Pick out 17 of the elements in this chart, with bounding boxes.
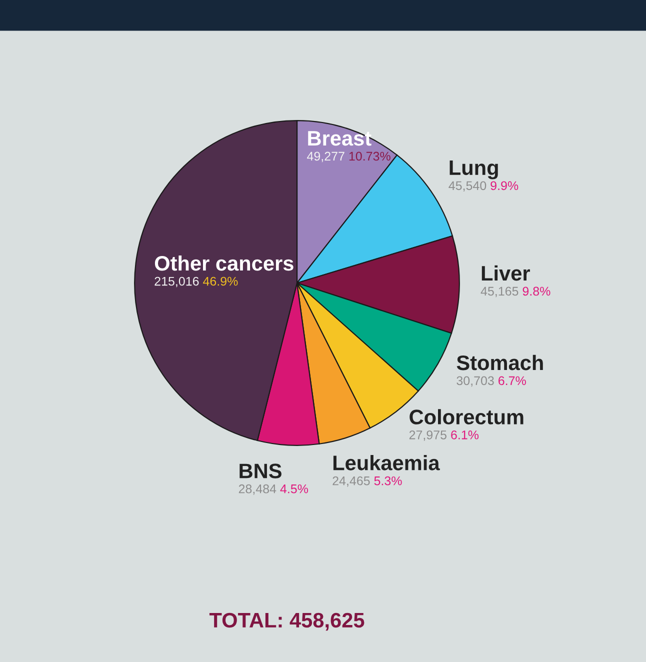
slice-label: BNS bbox=[240, 464, 282, 478]
slice-label: Stomach bbox=[456, 354, 543, 370]
data-label: 49,277 10.73% bbox=[307, 152, 390, 162]
slice-label: Other cancers bbox=[154, 255, 294, 271]
slice-label: Colorectum bbox=[410, 409, 524, 424]
slice-label: Lung bbox=[450, 160, 498, 180]
text: TOTAL: 458,625 bbox=[209, 612, 364, 631]
slice-label: Breast bbox=[308, 131, 372, 146]
slice-label: Leukaemia bbox=[333, 455, 440, 470]
data-label: 24,465 5.3% bbox=[332, 476, 402, 487]
data-label: 45,165 9.8% bbox=[480, 286, 550, 298]
data-label: 215,016 46.9% bbox=[154, 276, 238, 288]
data-label: 30,703 6.7% bbox=[456, 376, 526, 387]
data-label: 45,540 9.9% bbox=[448, 181, 518, 192]
slice-label: Liver bbox=[482, 265, 530, 281]
data-label: 27,975 6.1% bbox=[409, 430, 479, 441]
data-label: 28,484 4.5% bbox=[238, 484, 308, 495]
